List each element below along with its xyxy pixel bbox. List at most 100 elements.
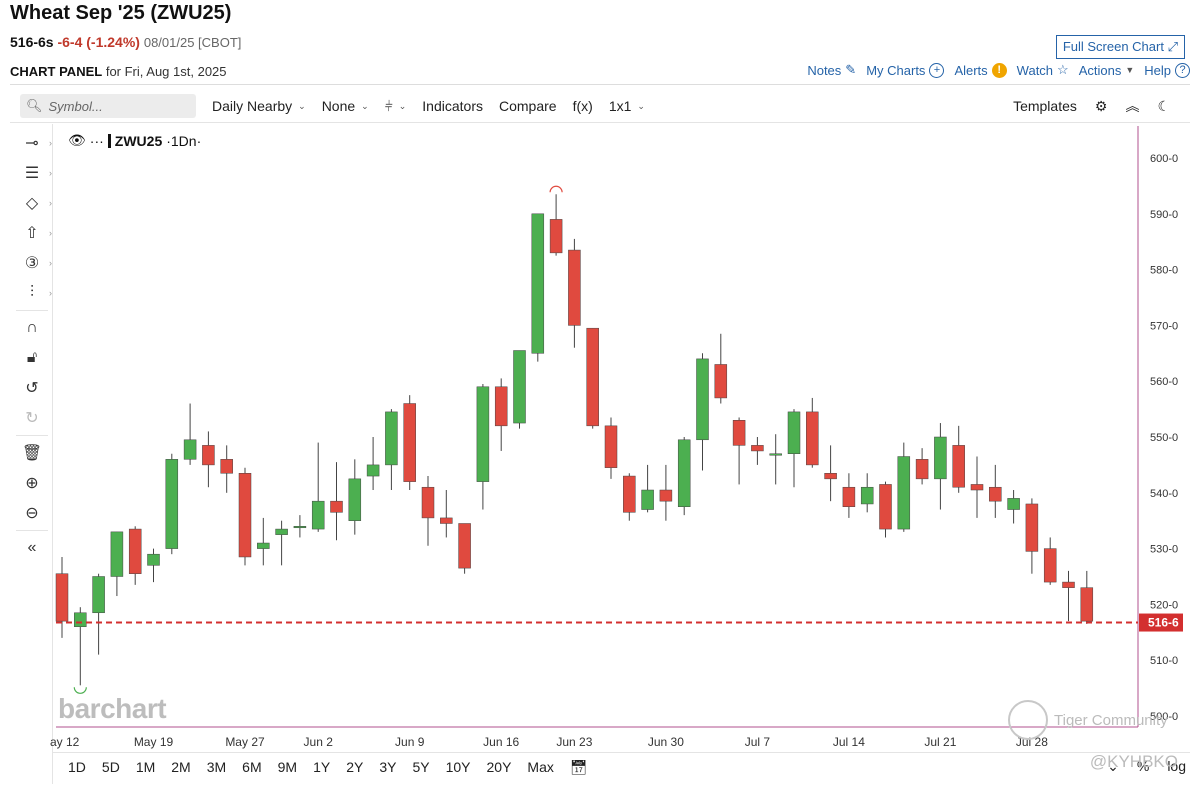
question-icon: ? <box>1175 62 1190 78</box>
range-5y[interactable]: 5Y <box>412 759 430 775</box>
page-title: Wheat Sep '25 (ZWU25) <box>10 2 232 24</box>
templates-button[interactable]: Templates <box>1013 98 1077 114</box>
candle-body <box>915 459 929 480</box>
candle-body <box>934 436 947 480</box>
candle-body <box>513 350 526 424</box>
actions-menu[interactable]: Actions ▼ <box>1079 62 1135 78</box>
chevron-down-icon: ⌄ <box>398 100 407 111</box>
candle-body <box>732 420 746 446</box>
zoom-out-icon[interactable]: ⊖ <box>25 505 39 522</box>
range-3y[interactable]: 3Y <box>379 759 397 775</box>
y-tick-label: 520-0 <box>1150 599 1178 611</box>
drawing-tools: ⊸ › ☰ › ◇ › ⇧ › ③ › ⫶ › ∩ 🔓︎ ↺ ↻ 🗑︎ ⊕ ⊖ « <box>12 128 52 563</box>
fib-tool-icon[interactable]: ⫶ › <box>29 284 52 301</box>
candle-body <box>568 249 581 326</box>
range-20y[interactable]: 20Y <box>486 759 512 775</box>
alerts-label: Alerts <box>954 62 988 78</box>
range-2y[interactable]: 2Y <box>346 759 364 775</box>
undo-icon[interactable]: ↺ <box>25 380 39 397</box>
range-5d[interactable]: 5D <box>101 759 120 775</box>
candle-body <box>92 576 105 614</box>
period-dropdown[interactable]: Daily Nearby ⌄ <box>212 98 306 114</box>
price-change: -6-4 (-1.24%) <box>57 34 140 50</box>
caret-down-icon: ▼ <box>1125 65 1135 75</box>
notes-link[interactable]: Notes ✎ <box>807 62 856 78</box>
candle-body <box>623 475 636 513</box>
percent-toggle[interactable]: % <box>1136 758 1150 774</box>
range-max[interactable]: Max <box>527 759 554 775</box>
candle-body <box>696 358 709 441</box>
tools-divider <box>16 310 48 311</box>
layout-dropdown[interactable]: 1x1 ⌄ <box>609 98 645 114</box>
unlock-icon[interactable]: 🔓︎ <box>26 349 38 366</box>
candle-body <box>952 445 965 488</box>
range-2m[interactable]: 2M <box>171 759 191 775</box>
aggregation-dropdown[interactable]: None ⌄ <box>322 98 369 114</box>
range-1m[interactable]: 1M <box>135 759 156 775</box>
y-tick-label: 540-0 <box>1150 488 1178 500</box>
symbol-search-input[interactable]: 🔍︎ Symbol... <box>20 94 196 118</box>
candle-body <box>860 486 874 505</box>
full-screen-chart-button[interactable]: Full Screen Chart ⤢ <box>1055 35 1185 59</box>
range-selector: 1D 5D 1M 2M 3M 6M 9M 1Y 2Y 3Y 5Y 10Y 20Y Max 📅︎ <box>60 756 596 779</box>
chevron-down-icon[interactable]: ⌄ <box>1107 758 1119 774</box>
range-9m[interactable]: 9M <box>277 759 298 775</box>
x-tick-label: Jul 21 <box>924 735 956 749</box>
last-price-label: 516-6 <box>1148 616 1179 630</box>
indicators-button[interactable]: Indicators <box>422 98 483 114</box>
candle-body <box>220 459 233 474</box>
aggregation-label: None <box>321 98 356 114</box>
magnet-icon[interactable]: ∩ <box>26 319 38 336</box>
chart-type-dropdown[interactable]: ⫩ ⌄ <box>385 98 407 115</box>
range-10y[interactable]: 10Y <box>445 759 471 775</box>
help-link[interactable]: Help? <box>1144 62 1190 78</box>
candle-body <box>421 486 435 519</box>
arrow-tool-icon[interactable]: ⇧ › <box>25 225 52 242</box>
barchart-logo: barchart <box>58 693 167 724</box>
watch-link[interactable]: Watch ☆ <box>1017 62 1069 78</box>
log-toggle[interactable]: log <box>1167 758 1186 774</box>
gear-icon[interactable]: ⚙ <box>1094 97 1108 114</box>
header-divider <box>10 84 1190 85</box>
zoom-in-icon[interactable]: ⊕ <box>25 475 39 492</box>
range-1d[interactable]: 1D <box>68 759 86 775</box>
y-tick-label: 560-0 <box>1150 376 1178 388</box>
candle-body <box>202 445 215 466</box>
list-tool-icon[interactable]: ☰ › <box>24 165 52 182</box>
x-tick-label: Jun 30 <box>648 735 684 749</box>
y-tick-label: 500-0 <box>1150 711 1178 723</box>
function-button[interactable]: f(x) <box>572 98 593 114</box>
plus-circle-icon: + <box>929 62 945 78</box>
range-1y[interactable]: 1Y <box>313 759 331 775</box>
collapse-icon[interactable]: ︽ <box>1125 98 1140 114</box>
author-handle: @KYHBKO <box>1089 752 1178 771</box>
eye-icon[interactable]: 👁︎ <box>68 132 86 148</box>
chart-panel-title: CHART PANEL <box>10 64 103 79</box>
range-6m[interactable]: 6M <box>242 759 262 775</box>
candle-body <box>330 500 343 513</box>
more-icon[interactable]: ··· <box>89 132 104 149</box>
bottom-divider <box>52 752 1190 753</box>
chevron-down-icon: ⌄ <box>361 100 369 111</box>
high-marker <box>549 185 563 193</box>
calendar-icon[interactable]: 📅︎ <box>569 759 588 775</box>
redo-icon[interactable]: ↻ <box>25 410 39 427</box>
trash-icon[interactable]: 🗑︎ <box>21 445 43 462</box>
alerts-link[interactable]: Alerts! <box>954 62 1007 78</box>
candle-body <box>1025 503 1039 552</box>
line-tool-icon[interactable]: ⊸ › <box>25 135 52 152</box>
collapse-left-icon[interactable]: « <box>27 539 37 556</box>
toolbar-divider <box>10 122 1190 123</box>
my-charts-link[interactable]: My Charts + <box>866 62 945 78</box>
range-3m[interactable]: 3M <box>206 759 227 775</box>
dark-mode-icon[interactable]: ☾ <box>1157 97 1170 114</box>
compare-button[interactable]: Compare <box>499 98 557 114</box>
candle-body <box>257 542 270 549</box>
tiger-community-watermark: Tiger Community <box>1008 700 1168 740</box>
full-screen-label: Full Screen Chart <box>1062 39 1164 54</box>
number-tool-icon[interactable]: ③ › <box>24 255 52 272</box>
y-tick-label: 550-0 <box>1150 432 1178 444</box>
shape-tool-icon[interactable]: ◇ › <box>25 195 52 212</box>
chart-legend: 👁︎ ··· ZWU25 ·1Dn· <box>68 132 201 149</box>
